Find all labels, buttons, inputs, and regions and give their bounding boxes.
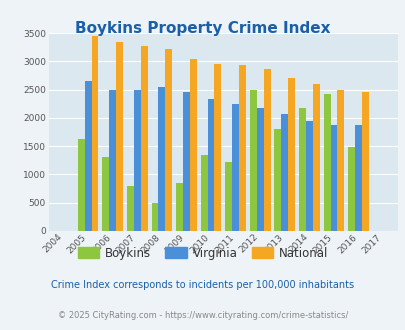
- Text: Boykins Property Crime Index: Boykins Property Crime Index: [75, 21, 330, 36]
- Bar: [354, 125, 361, 231]
- Bar: [347, 147, 354, 231]
- Bar: [232, 104, 239, 231]
- Bar: [239, 65, 245, 231]
- Bar: [183, 92, 190, 231]
- Bar: [176, 183, 183, 231]
- Bar: [165, 49, 172, 231]
- Bar: [207, 99, 214, 231]
- Bar: [77, 139, 84, 231]
- Bar: [102, 157, 109, 231]
- Bar: [330, 125, 337, 231]
- Bar: [305, 121, 312, 231]
- Bar: [225, 162, 232, 231]
- Legend: Boykins, Virginia, National: Boykins, Virginia, National: [73, 242, 332, 264]
- Bar: [158, 87, 165, 231]
- Bar: [141, 46, 147, 231]
- Bar: [214, 64, 221, 231]
- Bar: [323, 94, 330, 231]
- Bar: [256, 108, 263, 231]
- Bar: [91, 36, 98, 231]
- Bar: [263, 70, 270, 231]
- Bar: [288, 78, 294, 231]
- Bar: [298, 108, 305, 231]
- Text: Crime Index corresponds to incidents per 100,000 inhabitants: Crime Index corresponds to incidents per…: [51, 280, 354, 290]
- Bar: [151, 203, 158, 231]
- Bar: [127, 186, 134, 231]
- Bar: [84, 81, 91, 231]
- Text: © 2025 CityRating.com - https://www.cityrating.com/crime-statistics/: © 2025 CityRating.com - https://www.city…: [58, 311, 347, 320]
- Bar: [312, 84, 319, 231]
- Bar: [274, 129, 281, 231]
- Bar: [116, 42, 123, 231]
- Bar: [249, 89, 256, 231]
- Bar: [109, 89, 116, 231]
- Bar: [337, 90, 343, 231]
- Bar: [281, 114, 288, 231]
- Bar: [134, 89, 141, 231]
- Bar: [361, 92, 368, 231]
- Bar: [190, 59, 196, 231]
- Bar: [200, 155, 207, 231]
